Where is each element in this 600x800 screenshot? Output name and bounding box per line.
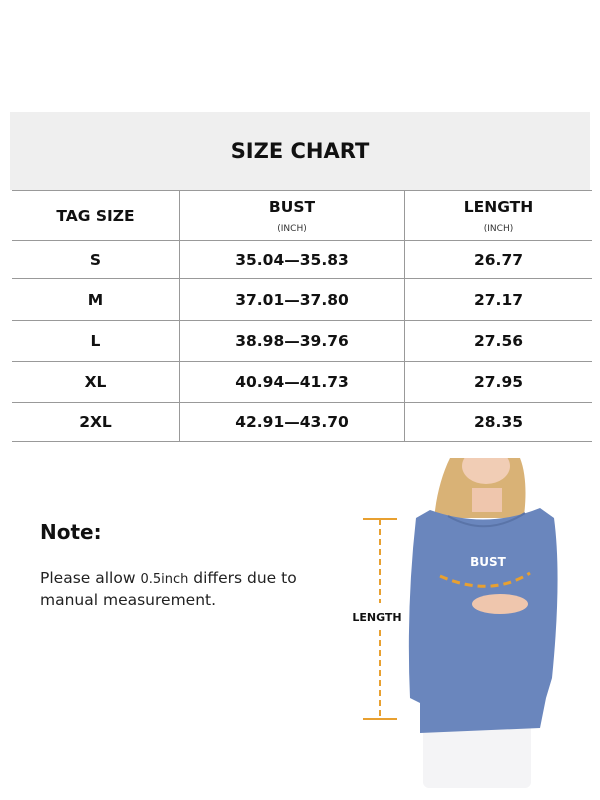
size-cell: S	[12, 240, 180, 279]
note-text-part: differs due to manual measurement.	[40, 569, 297, 609]
length-cell: 27.95	[404, 361, 592, 403]
table-header-row: TAG SIZE BUST (INCH) LENGTH (INCH)	[12, 190, 592, 241]
bust-label: BUST	[470, 555, 507, 569]
length-cell: 28.35	[404, 402, 592, 442]
bust-cell: 40.94—41.73	[179, 361, 405, 403]
model-face	[462, 458, 510, 484]
column-unit: (INCH)	[483, 223, 514, 234]
page-title: SIZE CHART	[230, 139, 370, 163]
length-cell: 27.56	[404, 320, 592, 362]
garment-measurement-illustration: BUST LENGTH	[352, 458, 558, 788]
column-label: BUST	[268, 197, 316, 216]
column-header-tag-size: TAG SIZE	[12, 190, 180, 241]
model-neck	[472, 488, 502, 512]
table-row: L 38.98—39.76 27.56	[12, 320, 592, 362]
size-table: TAG SIZE BUST (INCH) LENGTH (INCH) S 35.04—…	[12, 190, 592, 442]
column-label: TAG SIZE	[56, 206, 135, 225]
size-cell: 2XL	[12, 402, 180, 442]
model-hand	[472, 594, 528, 614]
bust-measure-line	[439, 571, 531, 588]
note-text: Please allow 0.5inch differs due to manu…	[40, 568, 330, 610]
size-chart-title-band: SIZE CHART	[10, 112, 590, 190]
column-header-bust: BUST (INCH)	[179, 190, 405, 241]
bust-cell: 37.01—37.80	[179, 278, 405, 321]
bust-cell: 42.91—43.70	[179, 402, 405, 442]
length-label: LENGTH	[352, 611, 401, 624]
note-text-part: Please allow	[40, 569, 141, 587]
model-legs	[423, 720, 531, 788]
size-cell: XL	[12, 361, 180, 403]
column-label: LENGTH	[463, 197, 534, 216]
sweater	[408, 508, 558, 733]
size-cell: L	[12, 320, 180, 362]
bust-cell: 38.98—39.76	[179, 320, 405, 362]
table-row: XL 40.94—41.73 27.95	[12, 361, 592, 403]
size-cell: M	[12, 278, 180, 321]
note-heading: Note:	[40, 520, 102, 544]
note-text-small: 0.5inch	[140, 572, 189, 587]
column-header-length: LENGTH (INCH)	[404, 190, 592, 241]
table-row: S 35.04—35.83 26.77	[12, 240, 592, 279]
table-row: 2XL 42.91—43.70 28.35	[12, 402, 592, 442]
bust-cell: 35.04—35.83	[179, 240, 405, 279]
length-cell: 26.77	[404, 240, 592, 279]
length-cell: 27.17	[404, 278, 592, 321]
table-row: M 37.01—37.80 27.17	[12, 278, 592, 321]
column-unit: (INCH)	[277, 223, 307, 234]
sweater-neckline	[447, 512, 526, 528]
